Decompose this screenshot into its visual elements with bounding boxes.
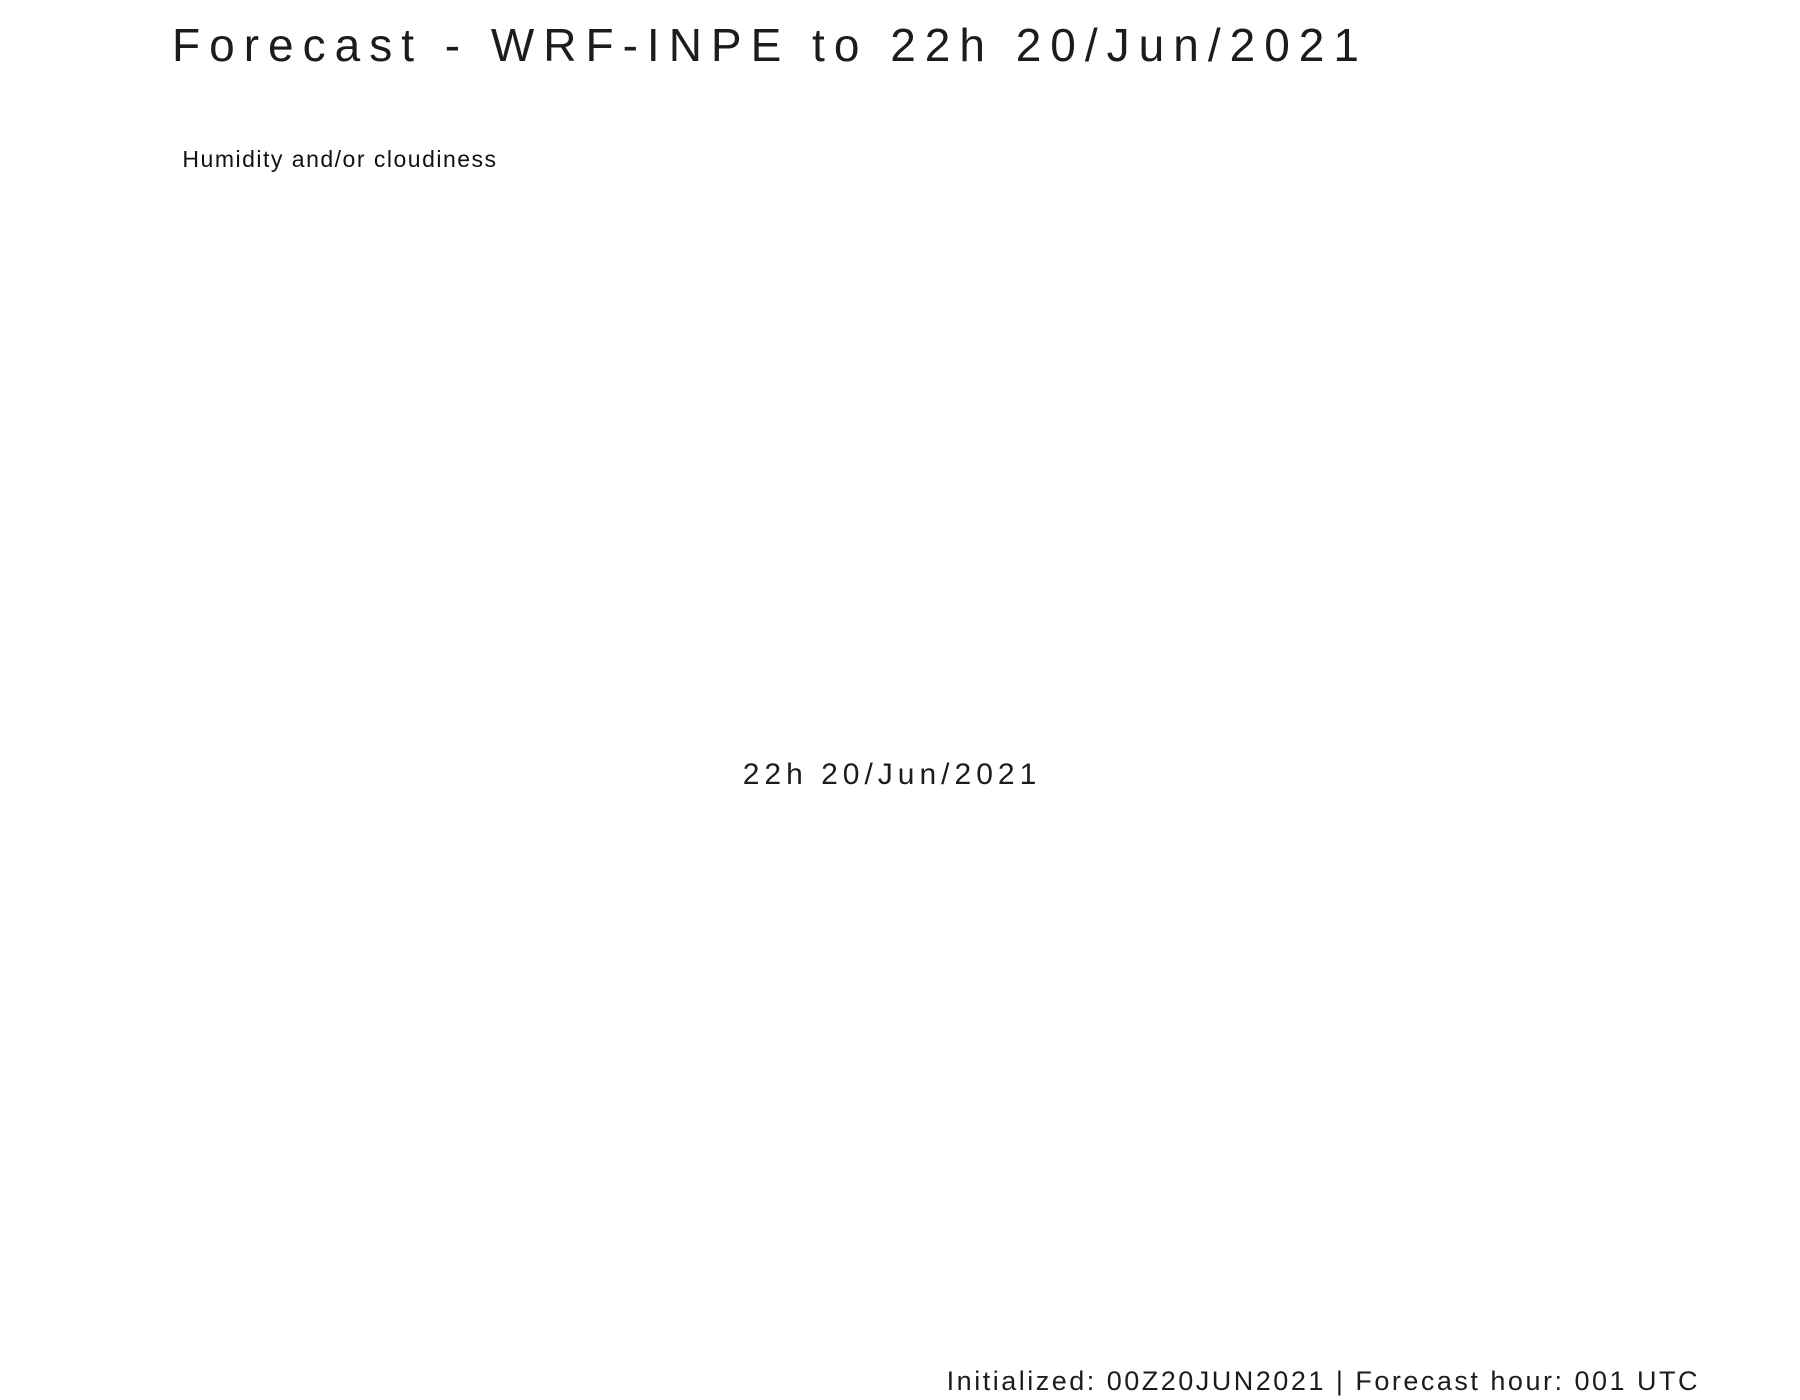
panel-title-humidity: Humidity and/or cloudiness (182, 146, 498, 172)
valid-time-label: 22h 20/Jun/2021 (742, 758, 1042, 791)
page-title: Forecast - WRF-INPE to 22h 20/Jun/2021 (172, 19, 1368, 71)
init-footer: Initialized: 00Z20JUN2021 | Forecast hou… (946, 1366, 1700, 1396)
